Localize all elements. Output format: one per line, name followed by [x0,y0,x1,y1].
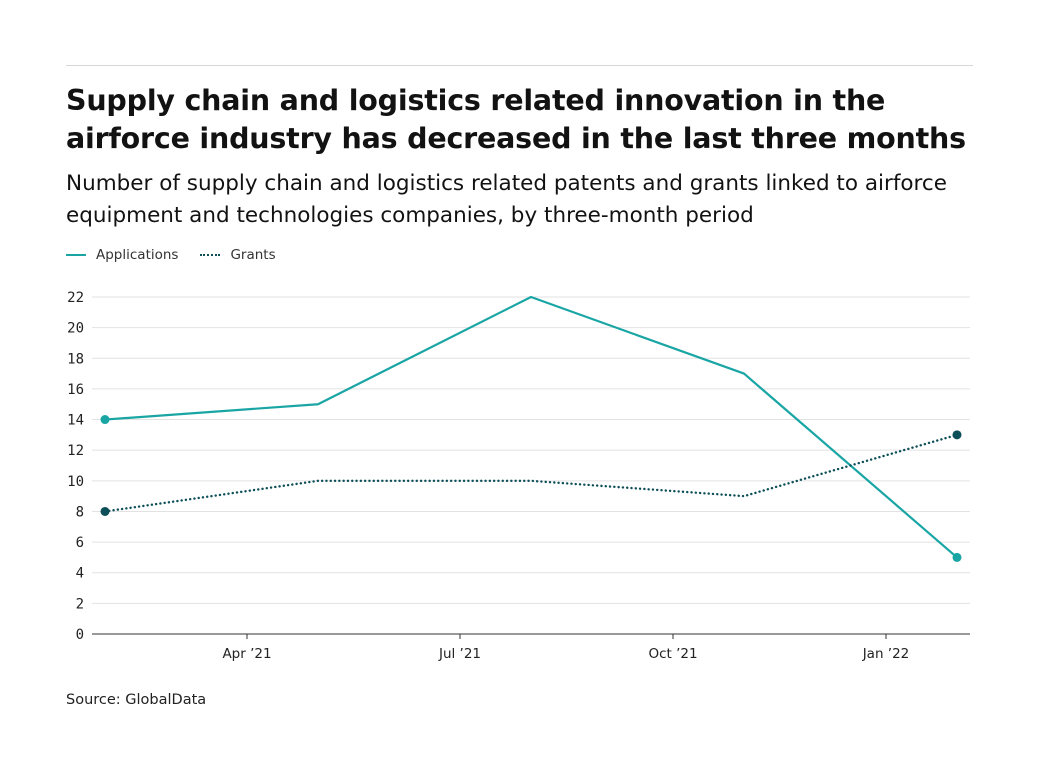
x-tick-label-1: Jul ’21 [438,646,481,662]
y-tick-label-10: 10 [67,474,84,490]
legend-swatch-grants [200,254,221,256]
legend-label-applications: Applications [96,247,179,263]
top-rule [66,65,973,66]
y-tick-label-4: 4 [76,566,84,582]
legend-item-applications: Applications [66,247,178,263]
legend-label-grants: Grants [230,247,276,263]
y-tick-label-8: 8 [76,504,84,520]
y-tick-label-16: 16 [67,382,84,398]
data-point-applications-4 [952,552,962,562]
series-line-applications [103,295,959,559]
data-point-applications-0 [100,415,110,425]
y-tick-label-20: 20 [67,321,84,337]
x-tick-label-0: Apr ’21 [222,646,271,662]
legend-swatch-applications [66,254,86,256]
chart-subtitle: Number of supply chain and logistics rel… [66,171,947,228]
y-tick-label-12: 12 [67,443,84,459]
y-tick-label-14: 14 [67,413,84,429]
y-tick-label-22: 22 [67,290,84,306]
legend-item-grants: Grants [200,247,276,263]
x-tick-label-3: Jan ’22 [862,646,910,662]
legend: Applications Grants [66,245,298,265]
y-tick-label-18: 18 [67,351,84,367]
source-note: Source: GlobalData [66,692,207,708]
x-tick-label-2: Oct ’21 [648,646,697,662]
data-point-grants-0 [100,506,110,516]
y-tick-label-6: 6 [76,535,84,551]
chart-title: Supply chain and logistics related innov… [66,84,966,155]
y-tick-label-2: 2 [76,596,84,612]
y-tick-label-0: 0 [76,627,84,643]
data-point-grants-4 [952,430,962,440]
